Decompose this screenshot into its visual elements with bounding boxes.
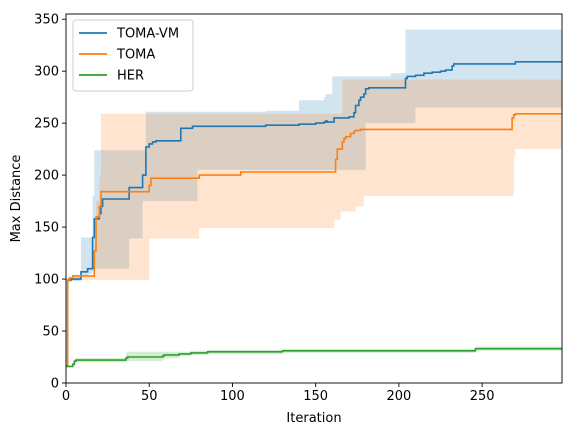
x-tick-label: 50 [141, 389, 158, 404]
plot-frame [65, 13, 563, 384]
legend-box [72, 19, 194, 92]
y-tick-label: 200 [34, 169, 59, 184]
y-tick-label: 50 [42, 325, 59, 340]
legend: TOMA-VM TOMA HER [72, 19, 194, 92]
legend-label-her: HER [117, 69, 144, 84]
x-tick-label: 0 [62, 389, 70, 404]
y-tick-label: 350 [34, 13, 59, 28]
toma-vm-band [66, 29, 562, 366]
legend-label-toma-vm: TOMA-VM [116, 27, 179, 42]
x-axis-label: Iteration [286, 411, 341, 426]
x-tick-label: 150 [303, 389, 328, 404]
y-tick-label: 250 [34, 117, 59, 132]
axes: 0 50 100 150 200 250 0 50 100 150 200 250 300 350 [34, 13, 563, 404]
x-tick-label: 200 [386, 389, 411, 404]
x-tick-label: 100 [220, 389, 245, 404]
y-axis-label: Max Distance [9, 155, 24, 243]
her-line [66, 347, 562, 368]
y-tick-label: 0 [51, 377, 59, 392]
y-tick-label: 100 [34, 273, 59, 288]
toma-line [66, 113, 562, 367]
x-tick-label: 250 [470, 389, 495, 404]
y-tick-label: 300 [34, 65, 59, 80]
y-tick-label: 150 [34, 221, 59, 236]
toma-band [66, 79, 562, 366]
series-lines [66, 60, 562, 368]
legend-label-toma: TOMA [116, 48, 155, 63]
